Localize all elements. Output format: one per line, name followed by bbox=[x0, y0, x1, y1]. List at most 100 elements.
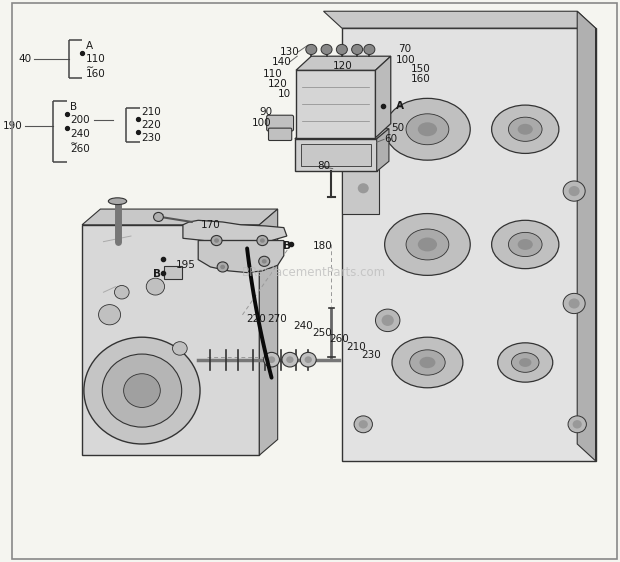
Text: 10: 10 bbox=[278, 89, 291, 99]
Text: 140: 140 bbox=[272, 57, 291, 67]
Circle shape bbox=[376, 309, 400, 332]
Text: 130: 130 bbox=[280, 47, 299, 57]
Ellipse shape bbox=[418, 123, 437, 136]
Text: 180: 180 bbox=[312, 241, 332, 251]
Ellipse shape bbox=[406, 114, 449, 144]
Circle shape bbox=[102, 354, 182, 427]
Text: 50: 50 bbox=[391, 123, 404, 133]
Circle shape bbox=[358, 183, 369, 193]
Text: 230: 230 bbox=[141, 133, 161, 143]
Text: B: B bbox=[283, 241, 291, 251]
Text: 100: 100 bbox=[252, 117, 272, 128]
Ellipse shape bbox=[108, 198, 126, 205]
Polygon shape bbox=[342, 124, 379, 214]
Text: 200: 200 bbox=[71, 115, 90, 125]
Polygon shape bbox=[377, 129, 389, 171]
FancyBboxPatch shape bbox=[301, 144, 371, 166]
Ellipse shape bbox=[384, 214, 470, 275]
Text: B: B bbox=[153, 269, 161, 279]
Circle shape bbox=[351, 70, 376, 93]
Circle shape bbox=[354, 416, 373, 433]
Text: 195: 195 bbox=[176, 260, 196, 270]
Text: A: A bbox=[86, 41, 93, 51]
Polygon shape bbox=[342, 28, 596, 461]
Text: 110: 110 bbox=[86, 54, 105, 64]
Text: A: A bbox=[396, 101, 404, 111]
Ellipse shape bbox=[384, 98, 470, 160]
Circle shape bbox=[563, 181, 585, 201]
Text: BReplacementParts.com: BReplacementParts.com bbox=[242, 266, 386, 279]
Circle shape bbox=[364, 44, 375, 55]
Circle shape bbox=[304, 356, 312, 363]
Text: 40: 40 bbox=[19, 54, 32, 64]
Text: 240: 240 bbox=[71, 129, 90, 139]
Ellipse shape bbox=[508, 233, 542, 256]
Circle shape bbox=[306, 44, 317, 55]
Polygon shape bbox=[82, 209, 278, 225]
Ellipse shape bbox=[418, 238, 437, 251]
Circle shape bbox=[337, 44, 347, 55]
Text: 190: 190 bbox=[3, 121, 23, 131]
Circle shape bbox=[220, 265, 225, 269]
Circle shape bbox=[217, 262, 228, 272]
Polygon shape bbox=[324, 11, 596, 28]
Circle shape bbox=[300, 352, 316, 367]
Circle shape bbox=[321, 44, 332, 55]
Circle shape bbox=[262, 259, 267, 264]
Ellipse shape bbox=[518, 239, 533, 250]
Circle shape bbox=[569, 298, 580, 309]
Text: ∼: ∼ bbox=[86, 62, 94, 72]
Text: 230: 230 bbox=[361, 350, 381, 360]
Ellipse shape bbox=[406, 229, 449, 260]
Polygon shape bbox=[296, 56, 391, 70]
Ellipse shape bbox=[519, 358, 531, 367]
Circle shape bbox=[154, 212, 163, 221]
Text: 60: 60 bbox=[384, 134, 397, 144]
Polygon shape bbox=[294, 139, 377, 171]
Circle shape bbox=[115, 285, 129, 299]
Text: 70: 70 bbox=[398, 44, 411, 54]
FancyBboxPatch shape bbox=[164, 266, 182, 279]
Text: 160: 160 bbox=[410, 74, 430, 84]
Polygon shape bbox=[198, 241, 284, 273]
Text: 220: 220 bbox=[141, 120, 161, 130]
Circle shape bbox=[282, 352, 298, 367]
Ellipse shape bbox=[492, 105, 559, 153]
Polygon shape bbox=[183, 220, 287, 241]
Circle shape bbox=[569, 186, 580, 196]
Circle shape bbox=[358, 420, 368, 428]
Ellipse shape bbox=[392, 337, 463, 388]
Text: 270: 270 bbox=[267, 314, 287, 324]
Circle shape bbox=[573, 420, 582, 428]
Text: 110: 110 bbox=[263, 69, 283, 79]
Polygon shape bbox=[259, 209, 278, 455]
Text: 210: 210 bbox=[346, 342, 366, 352]
Polygon shape bbox=[82, 225, 259, 455]
Text: 120: 120 bbox=[333, 61, 352, 71]
Ellipse shape bbox=[518, 124, 533, 135]
Circle shape bbox=[214, 238, 219, 243]
Ellipse shape bbox=[420, 357, 435, 368]
Circle shape bbox=[99, 305, 120, 325]
Circle shape bbox=[146, 278, 164, 295]
Text: 160: 160 bbox=[86, 69, 105, 79]
Circle shape bbox=[268, 356, 275, 363]
Polygon shape bbox=[376, 56, 391, 138]
Text: 260: 260 bbox=[329, 334, 349, 345]
Circle shape bbox=[352, 178, 374, 198]
FancyBboxPatch shape bbox=[267, 115, 293, 131]
Text: 120: 120 bbox=[268, 79, 288, 89]
Circle shape bbox=[172, 342, 187, 355]
Text: ∼: ∼ bbox=[71, 138, 79, 148]
Text: 220: 220 bbox=[246, 314, 265, 324]
Ellipse shape bbox=[498, 343, 553, 382]
Text: 100: 100 bbox=[396, 55, 416, 65]
Polygon shape bbox=[577, 11, 596, 461]
Circle shape bbox=[264, 352, 280, 367]
Text: 210: 210 bbox=[141, 107, 161, 117]
Text: 150: 150 bbox=[410, 64, 430, 74]
Circle shape bbox=[211, 235, 222, 246]
Text: 240: 240 bbox=[293, 321, 312, 331]
Text: 260: 260 bbox=[71, 144, 90, 155]
Text: 80: 80 bbox=[317, 161, 330, 171]
